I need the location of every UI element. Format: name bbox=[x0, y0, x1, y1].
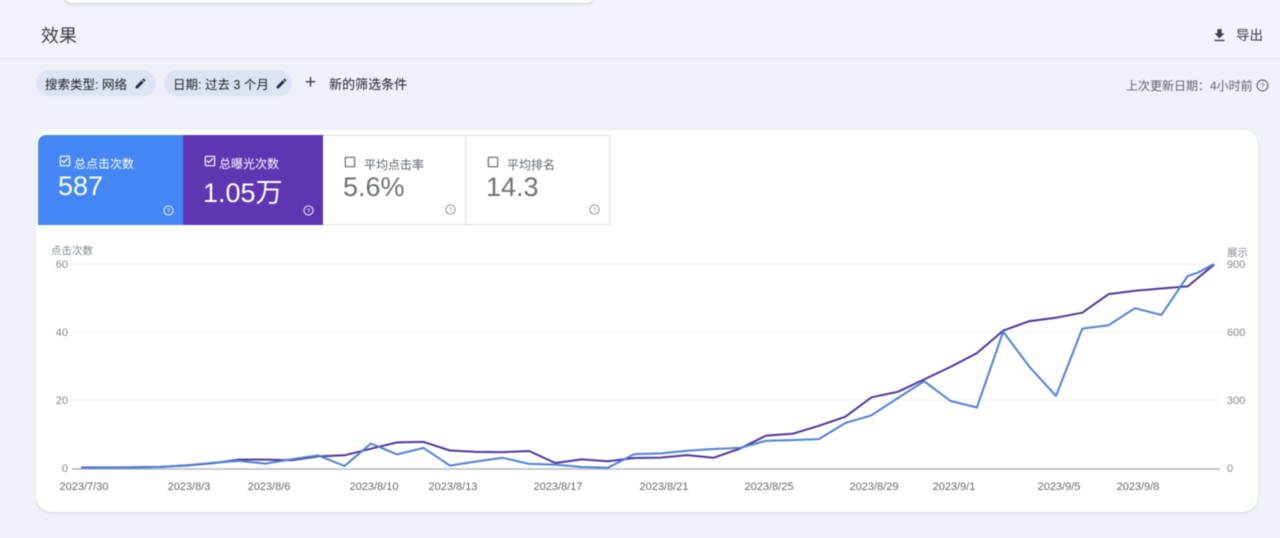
svg-text:60: 60 bbox=[56, 259, 68, 271]
svg-text:?: ? bbox=[307, 209, 311, 215]
svg-text:2023/9/1: 2023/9/1 bbox=[933, 481, 976, 493]
svg-text:2023/9/5: 2023/9/5 bbox=[1038, 481, 1081, 493]
svg-text:2023/8/29: 2023/8/29 bbox=[850, 481, 899, 493]
svg-text:2023/8/13: 2023/8/13 bbox=[429, 481, 478, 493]
svg-text:2023/8/25: 2023/8/25 bbox=[745, 481, 794, 493]
svg-text:2023/8/17: 2023/8/17 bbox=[534, 481, 583, 493]
svg-text:900: 900 bbox=[1227, 259, 1245, 271]
svg-text:?: ? bbox=[1260, 81, 1264, 90]
svg-text:2023/7/30: 2023/7/30 bbox=[60, 481, 109, 493]
svg-text:点击次数: 点击次数 bbox=[51, 244, 93, 257]
svg-text:2023/9/8: 2023/9/8 bbox=[1117, 481, 1160, 493]
svg-text:?: ? bbox=[593, 208, 597, 214]
svg-text:20: 20 bbox=[56, 395, 68, 407]
svg-text:300: 300 bbox=[1227, 395, 1245, 407]
svg-text:?: ? bbox=[167, 209, 171, 215]
svg-text:?: ? bbox=[449, 208, 453, 214]
svg-text:0: 0 bbox=[1227, 463, 1233, 475]
svg-text:2023/8/10: 2023/8/10 bbox=[350, 481, 399, 493]
svg-text:2023/8/21: 2023/8/21 bbox=[640, 481, 689, 493]
svg-text:0: 0 bbox=[62, 463, 68, 475]
svg-text:2023/8/3: 2023/8/3 bbox=[168, 481, 211, 493]
svg-text:展示: 展示 bbox=[1227, 247, 1248, 259]
svg-text:40: 40 bbox=[56, 327, 68, 339]
svg-text:600: 600 bbox=[1227, 327, 1245, 339]
svg-text:2023/8/6: 2023/8/6 bbox=[248, 481, 291, 493]
